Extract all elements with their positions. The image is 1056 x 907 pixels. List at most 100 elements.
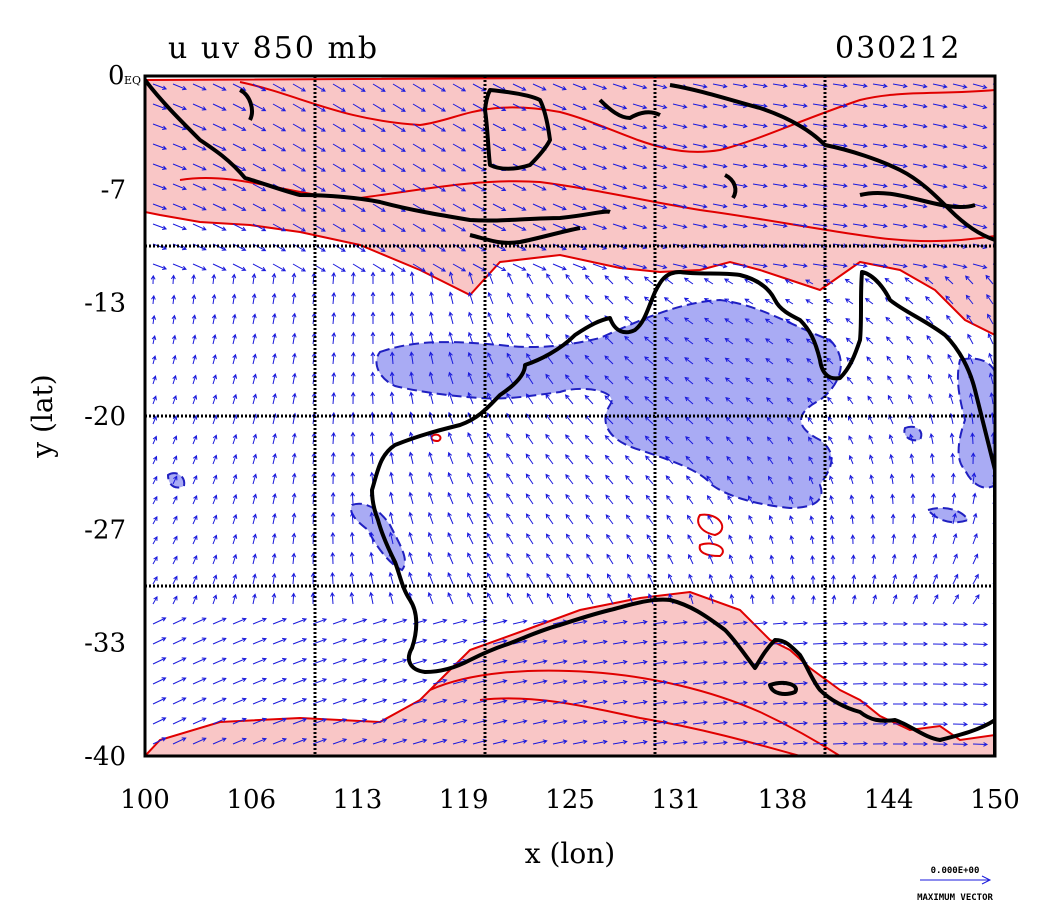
wind-vector bbox=[612, 619, 628, 625]
wind-vector bbox=[388, 531, 394, 545]
wind-vector bbox=[592, 639, 608, 645]
wind-vector bbox=[272, 697, 287, 705]
wind-vector bbox=[887, 375, 894, 385]
wind-vector bbox=[526, 272, 534, 285]
wind-vector bbox=[632, 203, 648, 210]
wind-vector bbox=[370, 431, 375, 445]
wind-vector bbox=[467, 492, 474, 505]
wind-vector bbox=[310, 552, 316, 565]
wind-vector bbox=[506, 552, 514, 565]
wind-vector bbox=[448, 371, 454, 385]
wind-vector bbox=[565, 293, 574, 305]
wind-vector bbox=[252, 473, 258, 485]
wind-vector bbox=[663, 336, 674, 345]
wind-vector bbox=[525, 473, 534, 485]
wind-vector bbox=[850, 514, 855, 525]
wind-vector bbox=[787, 436, 794, 445]
wind-vector bbox=[864, 278, 874, 285]
wind-vector bbox=[765, 377, 774, 385]
wind-vector bbox=[832, 103, 848, 108]
wind-vector bbox=[647, 553, 654, 565]
wind-vector bbox=[872, 741, 889, 747]
wind-vector bbox=[552, 103, 567, 111]
wind-vector bbox=[732, 123, 748, 129]
wind-vector bbox=[892, 183, 908, 189]
wind-vector bbox=[452, 203, 467, 212]
wind-vector bbox=[152, 576, 158, 585]
wind-vector bbox=[506, 492, 514, 505]
wind-vector bbox=[688, 593, 694, 605]
wind-vector bbox=[913, 621, 929, 627]
wind-vector bbox=[604, 435, 614, 445]
wind-vector bbox=[172, 717, 187, 725]
wind-vector bbox=[512, 679, 528, 685]
wind-vector bbox=[752, 640, 768, 646]
wind-vector bbox=[724, 357, 734, 365]
wind-vector bbox=[429, 311, 434, 325]
north-island-2 bbox=[859, 190, 976, 210]
wind-vector bbox=[272, 677, 287, 685]
wind-vector bbox=[592, 679, 608, 685]
wind-vector bbox=[172, 737, 187, 745]
wind-vector bbox=[152, 223, 168, 230]
wind-vector bbox=[592, 223, 608, 230]
wind-vector bbox=[624, 335, 634, 345]
wind-vector bbox=[486, 452, 494, 465]
wind-vector bbox=[212, 717, 227, 725]
wind-vector bbox=[744, 357, 754, 365]
wind-vector bbox=[272, 263, 287, 272]
wind-vector bbox=[727, 495, 734, 505]
wind-vector bbox=[231, 293, 237, 305]
wind-vector bbox=[830, 554, 836, 565]
wind-vector bbox=[172, 455, 178, 465]
wind-vector bbox=[892, 143, 908, 149]
wind-vector bbox=[412, 658, 428, 665]
wind-vector bbox=[232, 473, 238, 485]
wind-vector bbox=[429, 291, 434, 305]
wind-vector bbox=[152, 617, 167, 625]
wind-vector bbox=[772, 660, 789, 666]
wind-vector bbox=[809, 495, 814, 505]
wind-vector bbox=[232, 373, 238, 385]
wind-vector bbox=[467, 391, 474, 405]
wind-vector bbox=[952, 263, 968, 269]
wind-vector bbox=[852, 123, 868, 128]
wind-vector bbox=[892, 123, 908, 129]
wind-vector bbox=[912, 143, 928, 149]
wind-vector bbox=[252, 203, 267, 212]
wind-vector bbox=[428, 351, 434, 365]
wind-vector bbox=[352, 638, 368, 645]
wind-vector bbox=[192, 637, 207, 645]
wind-vector bbox=[372, 658, 388, 665]
wind-vector bbox=[332, 123, 346, 132]
wind-vector bbox=[232, 737, 247, 745]
wind-vector bbox=[251, 273, 257, 285]
wind-vector bbox=[492, 243, 507, 251]
wind-vector bbox=[545, 493, 554, 505]
wind-vector bbox=[606, 553, 614, 565]
wind-vector bbox=[152, 435, 158, 445]
wind-vector bbox=[428, 371, 434, 385]
wind-vector bbox=[150, 274, 156, 285]
wind-vector bbox=[766, 436, 774, 445]
wind-vector bbox=[632, 223, 648, 230]
wind-vector bbox=[312, 718, 328, 725]
wind-vector bbox=[768, 495, 774, 505]
wind-vector bbox=[566, 553, 574, 565]
wind-vector bbox=[770, 594, 776, 605]
wind-vector bbox=[526, 553, 534, 565]
wind-vector bbox=[772, 203, 788, 208]
wind-vector bbox=[643, 276, 654, 285]
wind-vector bbox=[392, 658, 408, 665]
wind-vector bbox=[447, 592, 454, 605]
wind-vector bbox=[772, 620, 789, 626]
wind-vector bbox=[392, 678, 408, 685]
wind-vector bbox=[672, 720, 688, 725]
wind-vector bbox=[427, 591, 434, 605]
wind-vector bbox=[865, 317, 874, 325]
wind-vector bbox=[604, 335, 614, 345]
wind-vector bbox=[872, 681, 889, 687]
wind-vector bbox=[487, 332, 494, 345]
wind-vector bbox=[772, 163, 788, 168]
wind-vector bbox=[632, 163, 648, 170]
